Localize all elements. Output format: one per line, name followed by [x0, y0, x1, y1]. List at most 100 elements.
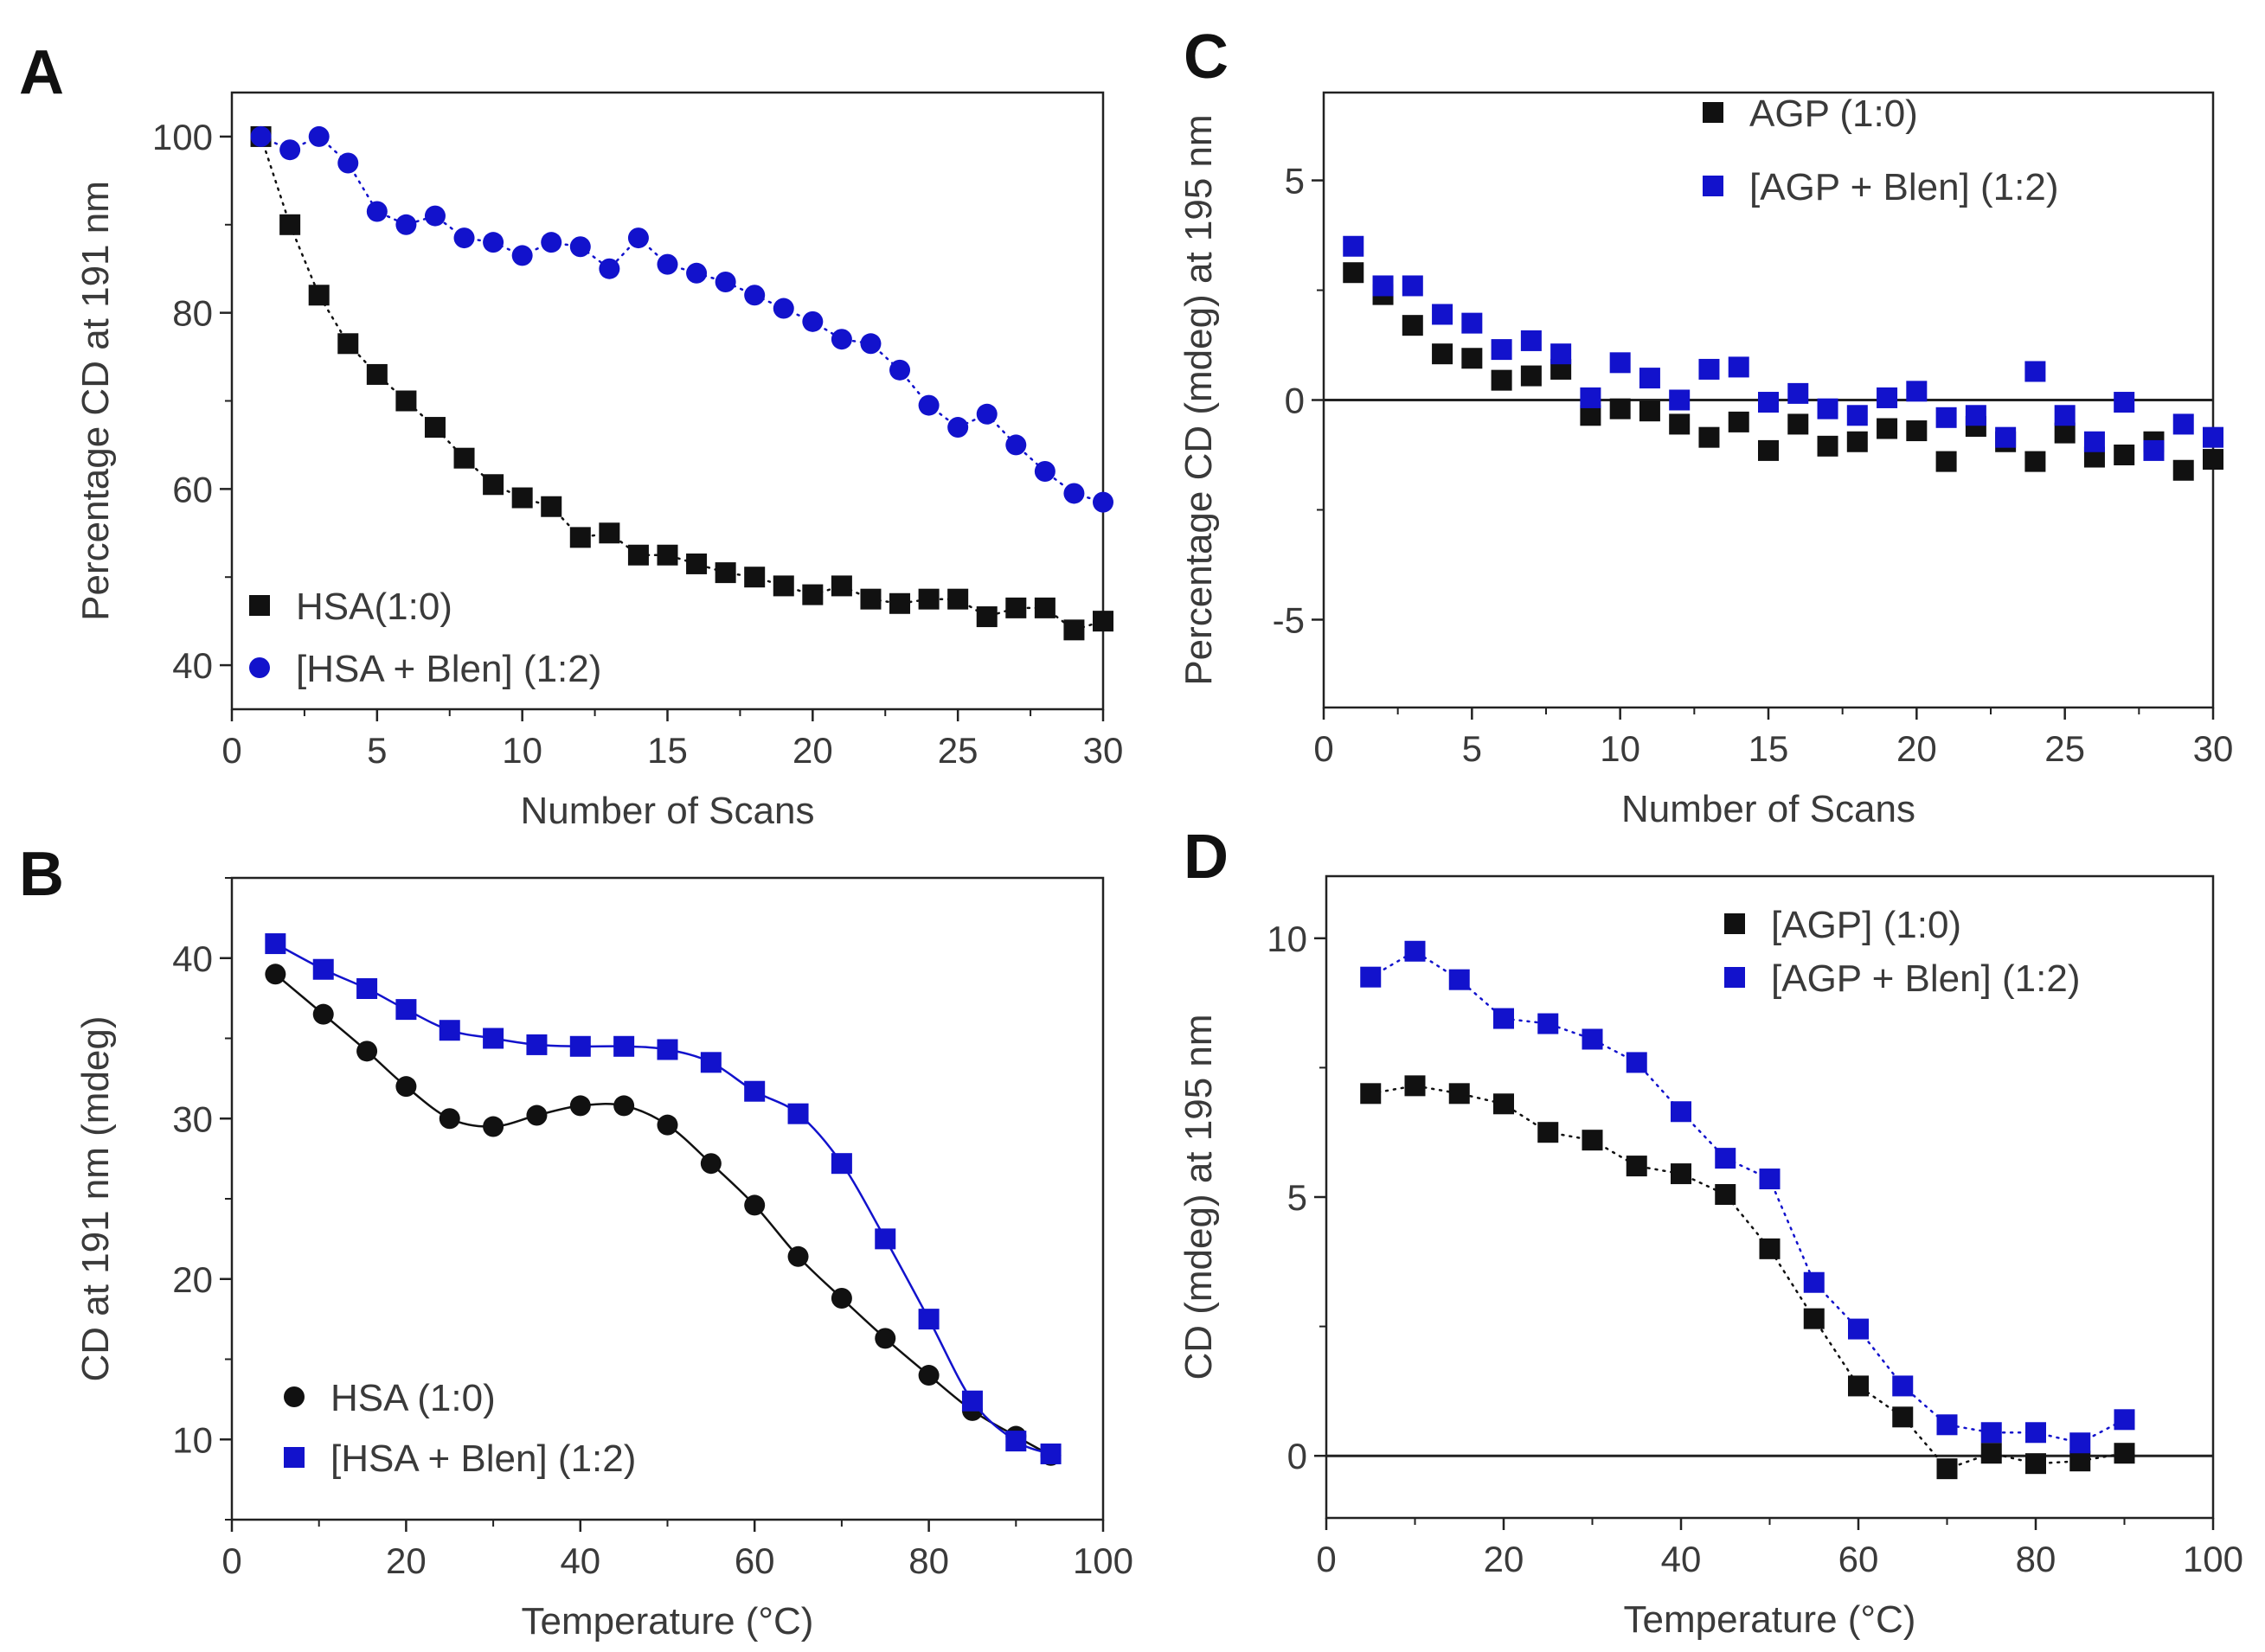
- data-point: [744, 285, 766, 306]
- data-point: [1626, 1156, 1647, 1177]
- y-tick-label: 60: [172, 469, 213, 509]
- y-tick-label: 30: [172, 1098, 213, 1139]
- x-tick-label: 30: [1083, 730, 1124, 771]
- series-black: [265, 964, 1062, 1466]
- legend-marker: [1703, 102, 1723, 123]
- x-tick-label: 10: [1600, 728, 1640, 769]
- x-axis-title: Temperature (°C): [522, 1600, 814, 1642]
- data-point: [1669, 389, 1691, 411]
- data-point: [1491, 339, 1512, 361]
- series-connector-line: [1370, 950, 2126, 1444]
- data-point: [627, 544, 649, 566]
- data-point: [613, 1095, 635, 1117]
- panel-label: A: [19, 38, 64, 107]
- y-tick-label: 40: [172, 938, 213, 979]
- data-point: [483, 1028, 504, 1049]
- data-point: [312, 1003, 334, 1025]
- data-point: [2172, 413, 2194, 435]
- chart-panel-d: D 0 20 40 60 80 100 0 5 10 Temperature (°C) CD (mde…: [1177, 823, 2243, 1641]
- data-point: [453, 447, 475, 469]
- data-point: [773, 575, 794, 597]
- data-point: [1580, 387, 1601, 408]
- data-point: [831, 1288, 852, 1309]
- panel-label: C: [1184, 22, 1229, 92]
- data-point: [802, 311, 824, 332]
- y-tick-label: 5: [1285, 161, 1305, 202]
- data-point: [1360, 1083, 1382, 1105]
- series-blue: [1360, 940, 2135, 1454]
- data-point: [2172, 459, 2194, 481]
- data-point: [715, 562, 736, 584]
- x-tick-label: 20: [1484, 1539, 1524, 1579]
- data-point: [395, 214, 417, 235]
- data-point: [366, 363, 388, 385]
- legend-marker: [1703, 176, 1723, 196]
- legend-label: [AGP + Blen] (1:2): [1749, 166, 2058, 208]
- legend-marker: [284, 1447, 305, 1468]
- data-point: [947, 588, 969, 610]
- data-point: [1093, 491, 1113, 513]
- data-point: [1639, 368, 1660, 389]
- data-point: [2054, 405, 2076, 426]
- data-point: [279, 139, 301, 161]
- x-tick-label: 20: [1896, 728, 1937, 769]
- y-tick-label: 0: [1285, 381, 1305, 421]
- x-tick-label: 60: [1838, 1539, 1879, 1579]
- y-tick-label: 80: [172, 293, 213, 334]
- series-blue: [265, 933, 1062, 1464]
- data-point: [1005, 597, 1027, 618]
- data-point: [1846, 405, 1868, 426]
- data-point: [599, 258, 620, 279]
- data-point: [1759, 1238, 1781, 1259]
- data-point: [511, 487, 533, 509]
- data-point: [1432, 343, 1453, 365]
- x-tick-label: 40: [560, 1540, 600, 1581]
- data-point: [613, 1035, 635, 1057]
- legend-marker: [284, 1386, 305, 1407]
- y-axis-title: Percentage CD at 191 nm: [74, 181, 117, 621]
- data-point: [569, 527, 591, 548]
- data-point: [889, 359, 911, 381]
- data-point: [744, 1194, 766, 1216]
- y-axis-title: CD at 191 nm (mdeg): [74, 1015, 117, 1381]
- data-point: [802, 584, 824, 605]
- data-point: [1537, 1013, 1559, 1034]
- data-point: [1639, 400, 1660, 422]
- data-point: [1360, 966, 1382, 988]
- data-point: [2114, 1443, 2135, 1464]
- data-point: [657, 544, 678, 566]
- data-point: [715, 271, 736, 292]
- data-point: [1609, 352, 1631, 374]
- x-tick-label: 0: [221, 730, 241, 771]
- data-point: [657, 253, 678, 275]
- data-point: [2069, 1432, 2091, 1454]
- data-point: [2024, 451, 2046, 472]
- legend-label: [AGP + Blen] (1:2): [1771, 957, 2080, 1000]
- data-point: [1803, 1271, 1825, 1293]
- x-tick-label: 25: [938, 730, 979, 771]
- data-point: [337, 152, 359, 174]
- data-point: [1935, 451, 1957, 472]
- data-point: [1432, 304, 1453, 325]
- y-tick-label: 0: [1287, 1436, 1307, 1476]
- data-point: [483, 232, 504, 253]
- data-point: [918, 1309, 940, 1330]
- data-point: [424, 417, 446, 439]
- data-point: [1848, 1318, 1869, 1340]
- data-point: [1093, 611, 1113, 632]
- y-tick-label: 100: [152, 117, 213, 157]
- data-point: [686, 553, 708, 574]
- data-point: [569, 1035, 591, 1057]
- data-point: [1372, 275, 1394, 297]
- data-point: [439, 1108, 460, 1130]
- data-point: [1935, 407, 1957, 428]
- legend-marker: [1724, 913, 1745, 934]
- data-point: [1759, 1169, 1781, 1190]
- x-tick-label: 0: [1313, 728, 1333, 769]
- data-point: [395, 999, 417, 1021]
- data-point: [1580, 405, 1601, 426]
- data-point: [1817, 435, 1838, 457]
- data-point: [1803, 1308, 1825, 1329]
- data-point: [1448, 1083, 1470, 1105]
- data-point: [2083, 431, 2105, 452]
